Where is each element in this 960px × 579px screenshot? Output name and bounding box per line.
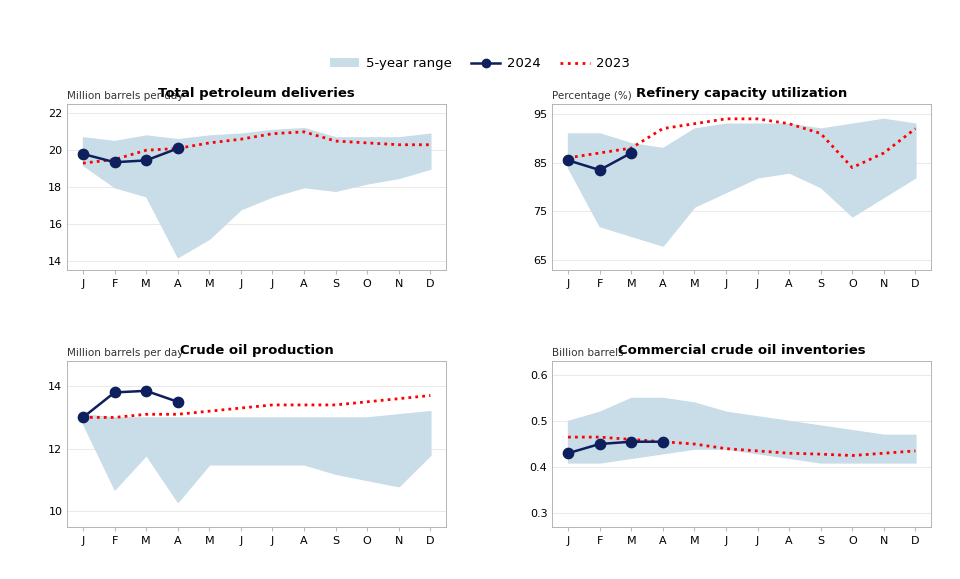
Text: Million barrels per day: Million barrels per day [67, 91, 183, 101]
Point [170, 397, 185, 406]
Text: Billion barrels: Billion barrels [552, 348, 624, 358]
Point [592, 166, 608, 175]
Point [170, 144, 185, 153]
Point [655, 437, 670, 446]
Point [107, 388, 122, 397]
Point [592, 439, 608, 449]
Point [623, 148, 638, 157]
Legend: 5-year range, 2024, 2023: 5-year range, 2024, 2023 [330, 57, 630, 70]
Point [75, 413, 90, 422]
Point [138, 386, 154, 395]
Point [623, 437, 638, 446]
Point [561, 156, 576, 165]
Text: Percentage (%): Percentage (%) [552, 91, 632, 101]
Point [107, 157, 122, 167]
Point [138, 156, 154, 165]
Text: Million barrels per day: Million barrels per day [67, 348, 183, 358]
Title: Crude oil production: Crude oil production [180, 344, 333, 357]
Point [561, 449, 576, 458]
Point [75, 149, 90, 159]
Title: Refinery capacity utilization: Refinery capacity utilization [636, 87, 848, 100]
Title: Total petroleum deliveries: Total petroleum deliveries [158, 87, 355, 100]
Title: Commercial crude oil inventories: Commercial crude oil inventories [618, 344, 866, 357]
